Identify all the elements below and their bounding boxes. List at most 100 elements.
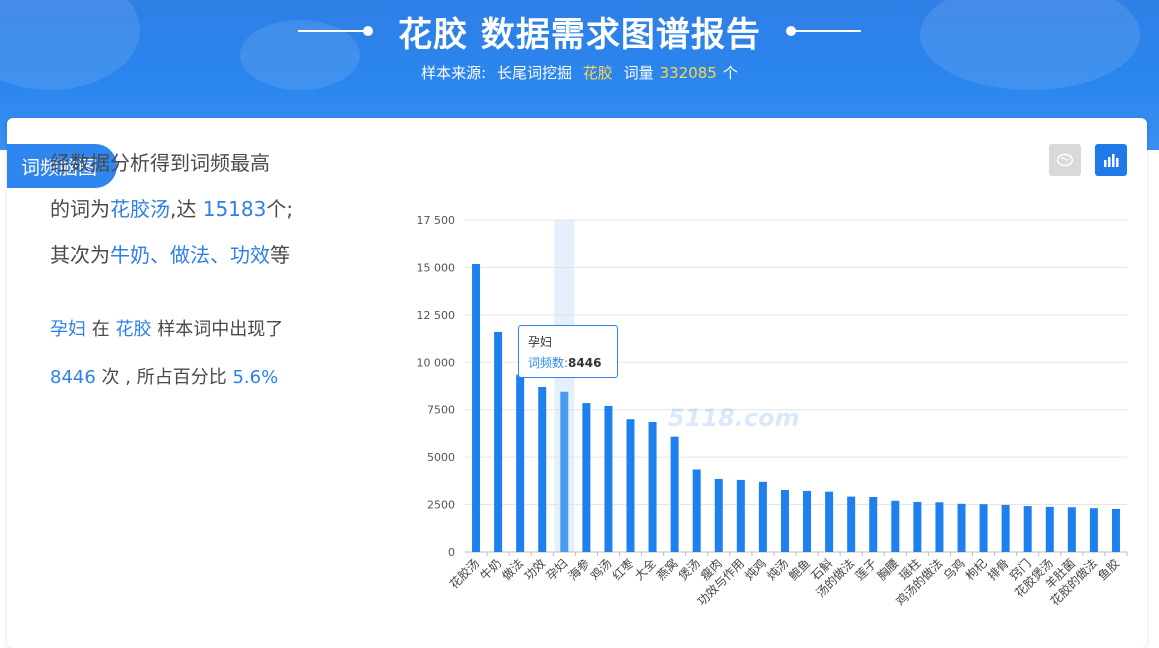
source-info: 样本来源: 长尾词挖掘 花胶 词量 332085 个 <box>0 62 1159 83</box>
y-tick-label: 15 000 <box>417 261 456 274</box>
summary-text: 等 <box>270 243 290 267</box>
x-tick-label: 胸腰 <box>874 556 902 584</box>
x-tick-label: 功效 <box>521 556 549 584</box>
bar <box>494 331 503 552</box>
bar <box>847 496 856 552</box>
bar <box>538 386 547 552</box>
bar <box>1023 506 1032 552</box>
tooltip-name: 孕妇 <box>528 335 553 349</box>
title-line-right <box>785 26 861 36</box>
detail-text: 在 <box>91 319 110 340</box>
y-tick-label: 0 <box>448 546 455 559</box>
bar <box>648 422 657 552</box>
summary-text: 个; <box>266 197 294 221</box>
bar <box>692 469 701 552</box>
bar <box>1067 507 1076 552</box>
tab-word-frequency[interactable]: 词频脑图 <box>7 144 117 188</box>
bar <box>1001 504 1010 552</box>
bar <box>736 479 745 552</box>
bar <box>913 501 922 552</box>
x-tick-label: 鸡汤 <box>587 556 615 584</box>
detail-text: 次 , 所占百分比 <box>101 367 227 388</box>
selected-percent: 5.6% <box>232 367 279 388</box>
highlight-band <box>554 220 575 552</box>
selected-count: 8446 <box>50 367 96 388</box>
y-tick-label: 17 500 <box>417 214 456 227</box>
source-label: 样本来源: <box>421 64 487 82</box>
bar <box>626 419 635 552</box>
x-tick-label: 乌鸡 <box>940 556 968 584</box>
report-card: 词频脑图 <box>7 118 1147 648</box>
x-tick-label: 炖汤 <box>764 556 791 583</box>
page-title: 花胶 数据需求图谱报告 <box>398 14 761 55</box>
detail-text: 样本词中出现了 <box>157 319 284 340</box>
title-row: 花胶 数据需求图谱报告 <box>0 8 1159 55</box>
bar <box>1111 508 1120 552</box>
sample-word: 花胶 <box>115 319 152 340</box>
top-count: 15183 <box>202 197 267 221</box>
bar <box>604 405 613 552</box>
bar <box>935 502 944 552</box>
bar <box>891 500 900 552</box>
y-tick-label: 10 000 <box>417 356 456 369</box>
bar <box>758 481 767 552</box>
summary-line-1: 经数据分析得到词频最高 <box>50 151 270 175</box>
count-label: 词量 <box>623 64 654 82</box>
bar <box>957 503 966 552</box>
bar <box>869 496 878 552</box>
word-cloud-toggle-button[interactable] <box>1049 144 1081 176</box>
y-tick-label: 2500 <box>427 499 455 512</box>
y-tick-label: 5000 <box>427 451 455 464</box>
x-tick-label: 燕窝 <box>653 556 681 584</box>
x-tick-label: 牛奶 <box>477 556 505 584</box>
bar <box>780 489 789 552</box>
summary-text: 其次为 <box>50 243 110 267</box>
bar <box>714 478 723 552</box>
x-tick-label: 鱼胶 <box>1094 556 1122 584</box>
bar <box>472 263 481 552</box>
x-tick-label: 莲子 <box>852 556 879 583</box>
tooltip-label: 词频数: <box>528 356 569 370</box>
selected-word: 孕妇 <box>50 319 86 340</box>
bar <box>560 391 569 552</box>
x-tick-label: 排骨 <box>985 556 1012 583</box>
frequency-summary: 经数据分析得到词频最高 的词为花胶汤,达 15183个; 其次为牛奶、做法、功效… <box>50 140 390 278</box>
summary-line-2: 的词为花胶汤,达 15183个; <box>50 186 390 232</box>
x-tick-label: 红枣 <box>609 556 637 584</box>
summary-text: ,达 <box>170 197 197 221</box>
detail-line-1: 孕妇 在 花胶 样本词中出现了 <box>50 306 390 354</box>
bar <box>1089 508 1098 552</box>
header-cloud-decoration <box>920 0 1140 90</box>
count-value: 332085 <box>659 64 717 82</box>
title-line-left <box>298 26 374 36</box>
bar <box>582 403 591 552</box>
summary-text: 的词为 <box>50 197 110 221</box>
bar <box>670 436 679 552</box>
count-unit: 个 <box>722 64 738 82</box>
bar-tooltip: 孕妇 词频数:8446 <box>518 325 618 378</box>
other-words: 牛奶、做法、功效 <box>110 243 270 267</box>
bar <box>1045 506 1054 552</box>
watermark: 5118.com <box>668 404 800 432</box>
bar <box>979 504 988 552</box>
tooltip-value: 8446 <box>568 356 602 370</box>
source-keyword: 花胶 <box>582 64 613 82</box>
bar-chart-toggle-button[interactable] <box>1095 144 1127 176</box>
x-tick-label: 做法 <box>499 556 527 584</box>
x-tick-label: 海参 <box>565 556 593 584</box>
top-word: 花胶汤 <box>110 197 170 221</box>
x-tick-label: 枸杞 <box>962 556 990 584</box>
x-tick-label: 大全 <box>631 556 659 584</box>
y-tick-label: 12 500 <box>417 309 456 322</box>
bar <box>803 490 812 552</box>
detail-line-2: 8446 次 , 所占百分比 5.6% <box>50 354 390 402</box>
x-tick-label: 煲汤 <box>675 556 703 584</box>
report-header: 花胶 数据需求图谱报告 样本来源: 长尾词挖掘 花胶 词量 332085 个 <box>0 0 1159 150</box>
source-value: 长尾词挖掘 <box>496 64 572 82</box>
y-tick-label: 7500 <box>427 404 455 417</box>
bar <box>825 491 834 552</box>
bar-chart-icon <box>1104 154 1119 167</box>
selected-word-detail: 孕妇 在 花胶 样本词中出现了 8446 次 , 所占百分比 5.6% <box>50 306 390 402</box>
x-tick-label: 孕妇 <box>544 556 571 583</box>
